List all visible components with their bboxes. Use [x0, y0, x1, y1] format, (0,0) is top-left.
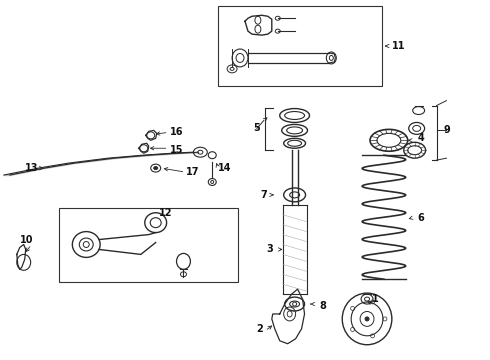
Bar — [59, 208, 238, 282]
Text: 6: 6 — [417, 213, 424, 223]
Text: 7: 7 — [261, 190, 267, 200]
Text: 1: 1 — [371, 294, 378, 304]
Text: 8: 8 — [319, 301, 326, 311]
Text: 5: 5 — [253, 123, 260, 134]
Text: 12: 12 — [159, 208, 172, 218]
Text: 9: 9 — [443, 125, 450, 135]
Text: 2: 2 — [256, 324, 263, 334]
Text: 4: 4 — [417, 133, 424, 143]
Text: 15: 15 — [170, 145, 183, 155]
Bar — [218, 6, 382, 86]
Ellipse shape — [365, 317, 369, 321]
Text: 13: 13 — [25, 163, 38, 173]
Text: 11: 11 — [392, 41, 406, 51]
Ellipse shape — [154, 167, 158, 170]
Text: 16: 16 — [170, 127, 183, 138]
Text: 10: 10 — [20, 234, 33, 244]
Text: 17: 17 — [186, 167, 199, 177]
Text: 14: 14 — [219, 163, 232, 173]
Text: 3: 3 — [267, 244, 273, 255]
